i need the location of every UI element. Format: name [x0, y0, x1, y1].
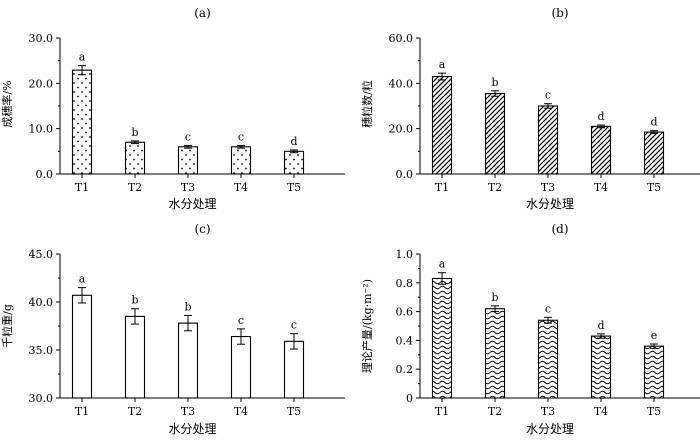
- panel-1: (a) 0.0 10.0 20.0 30.0 成穗率/% 水分处理 a T1 b T2 c T3 c T4 d…: [0, 6, 345, 211]
- panel-title: (c): [194, 222, 210, 236]
- y-tick-label: 35.0: [29, 344, 54, 357]
- bar: [177, 322, 199, 399]
- significance-label: c: [185, 130, 191, 143]
- significance-label: a: [439, 58, 446, 71]
- y-tick-label: 20.0: [389, 123, 414, 136]
- y-tick-label: 1.0: [396, 248, 414, 261]
- x-tick-label: T1: [75, 405, 89, 418]
- panel-3: (c) 30.0 35.0 40.0 45.0 千粒重/g 水分处理 a T1 b T2 b T3 c T4…: [0, 222, 345, 436]
- y-tick-label: 30.0: [29, 392, 54, 405]
- y-axis-label: 成穗率/%: [0, 80, 14, 127]
- bar: [71, 294, 93, 399]
- panel-4: (d) 0 0.2 0.4 0.6 0.8 1.0 理论产量/(kg·m⁻²) 水分处理 a T1 b…: [360, 222, 700, 436]
- x-tick-label: T1: [435, 405, 449, 418]
- significance-label: c: [545, 302, 551, 315]
- significance-label: b: [491, 291, 498, 304]
- x-axis-label: 水分处理: [526, 422, 574, 436]
- y-tick-label: 20.0: [29, 77, 54, 90]
- y-tick-label: 0.0: [396, 168, 414, 181]
- x-tick-label: T1: [435, 181, 449, 194]
- significance-label: b: [131, 294, 138, 307]
- bar: [484, 92, 506, 175]
- x-tick-label: T3: [541, 405, 555, 418]
- bar: [230, 336, 252, 399]
- significance-label: b: [131, 126, 138, 139]
- bar: [590, 125, 612, 175]
- significance-label: e: [651, 329, 658, 342]
- bar: [537, 105, 559, 175]
- y-axis-label: 千粒重/g: [0, 304, 14, 348]
- significance-label: c: [545, 89, 551, 102]
- x-tick-label: T3: [181, 405, 195, 418]
- x-tick-label: T5: [287, 181, 301, 194]
- x-tick-label: T5: [647, 181, 661, 194]
- x-axis-label: 水分处理: [526, 197, 574, 211]
- panel-title: (a): [194, 6, 211, 20]
- bar: [124, 141, 146, 175]
- x-tick-label: T1: [75, 181, 89, 194]
- significance-label: a: [439, 258, 446, 271]
- y-tick-label: 40.0: [29, 296, 54, 309]
- x-axis-label: 水分处理: [168, 197, 216, 211]
- bar: [484, 308, 506, 399]
- significance-label: c: [238, 130, 244, 143]
- bar: [431, 277, 453, 399]
- significance-label: c: [238, 314, 244, 327]
- y-axis-label: 理论产量/(kg·m⁻²): [360, 279, 374, 373]
- significance-label: d: [650, 116, 657, 129]
- bar: [71, 69, 93, 175]
- x-tick-label: T3: [181, 181, 195, 194]
- significance-label: d: [597, 110, 604, 123]
- x-tick-label: T2: [128, 181, 142, 194]
- bar: [177, 146, 199, 175]
- x-tick-label: T4: [594, 405, 608, 418]
- y-tick-label: 0.4: [396, 334, 414, 347]
- bar: [230, 146, 252, 175]
- significance-label: a: [79, 273, 86, 286]
- x-tick-label: T4: [234, 405, 248, 418]
- y-tick-label: 0.8: [396, 277, 414, 290]
- y-tick-label: 40.0: [389, 77, 414, 90]
- bar: [643, 345, 665, 399]
- y-tick-label: 0.2: [396, 363, 414, 376]
- x-tick-label: T3: [541, 181, 555, 194]
- y-tick-label: 60.0: [389, 32, 414, 45]
- bar: [283, 150, 305, 175]
- bar: [431, 75, 453, 175]
- bar: [124, 315, 146, 399]
- panel-title: (d): [551, 222, 568, 236]
- panel-title: (b): [551, 6, 568, 20]
- significance-label: a: [79, 51, 86, 64]
- x-tick-label: T5: [287, 405, 301, 418]
- significance-label: b: [491, 76, 498, 89]
- y-tick-label: 0: [406, 392, 413, 405]
- significance-label: d: [597, 319, 604, 332]
- y-axis-label: 穗粒数/粒: [360, 80, 374, 128]
- x-tick-label: T4: [234, 181, 248, 194]
- x-tick-label: T2: [488, 181, 502, 194]
- y-tick-label: 0.6: [396, 306, 414, 319]
- x-tick-label: T2: [128, 405, 142, 418]
- x-tick-label: T2: [488, 405, 502, 418]
- y-tick-label: 10.0: [29, 123, 54, 136]
- bar: [643, 131, 665, 175]
- bar: [590, 335, 612, 399]
- x-tick-label: T4: [594, 181, 608, 194]
- significance-label: d: [290, 135, 297, 148]
- y-tick-label: 45.0: [29, 248, 54, 261]
- y-tick-label: 30.0: [29, 32, 54, 45]
- significance-label: c: [291, 319, 297, 332]
- bar: [283, 340, 305, 399]
- x-tick-label: T5: [647, 405, 661, 418]
- x-axis-label: 水分处理: [168, 422, 216, 436]
- y-tick-label: 0.0: [36, 168, 54, 181]
- bar: [537, 319, 559, 399]
- significance-label: b: [184, 300, 191, 313]
